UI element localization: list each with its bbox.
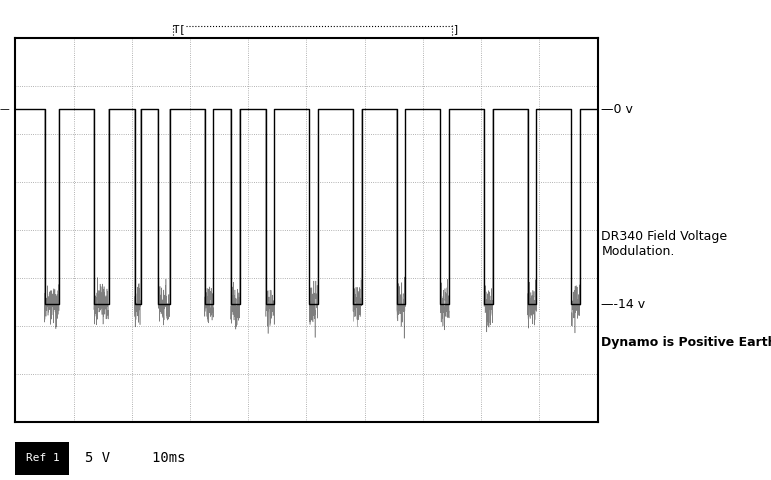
Text: —: —	[0, 104, 9, 114]
Text: 5 V     10ms: 5 V 10ms	[85, 451, 185, 466]
Text: DR340 Field Voltage
Modulation.: DR340 Field Voltage Modulation.	[601, 230, 728, 258]
Text: —-14 v: —-14 v	[601, 298, 645, 311]
Text: T[: T[	[173, 24, 186, 34]
Text: —0 v: —0 v	[601, 103, 633, 116]
Text: Dynamo is Positive Earth: Dynamo is Positive Earth	[601, 336, 771, 349]
Text: Ref 1: Ref 1	[25, 454, 59, 463]
Text: ]: ]	[452, 24, 459, 34]
